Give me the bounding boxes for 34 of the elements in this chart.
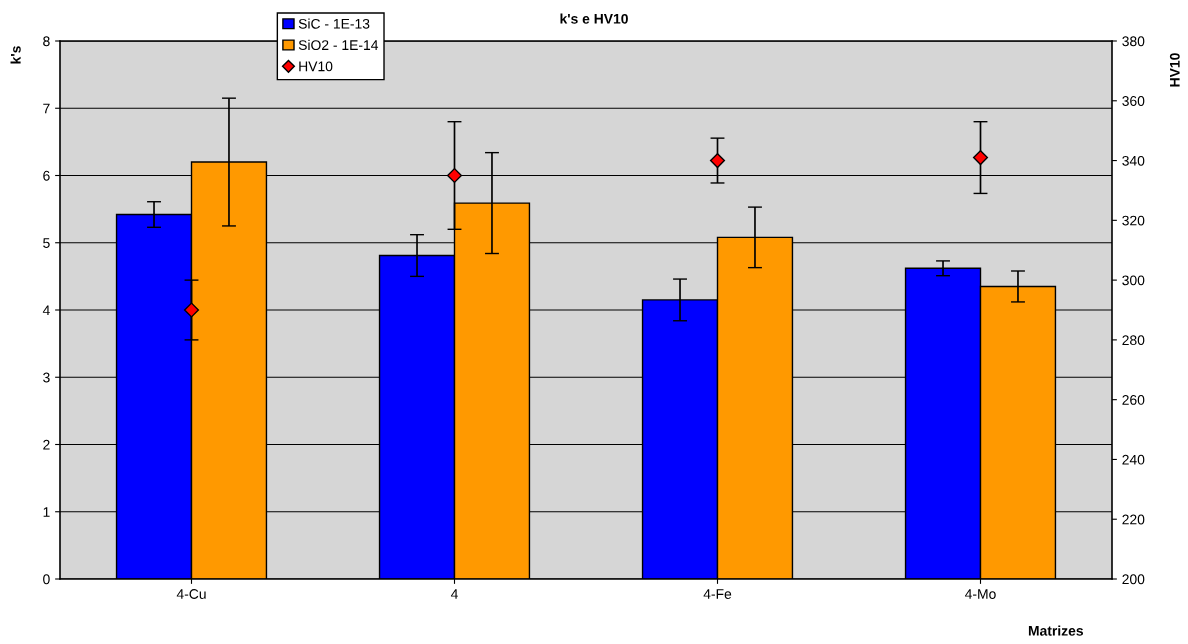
x-tick-label: 4-Fe [703,589,732,599]
x-axis-title: Matrizes [1028,625,1084,636]
y-tick-label: 4 [42,305,50,316]
point [446,167,463,184]
y-tick-label: 5 [43,238,50,248]
x-tick-label: 4-Mo [965,589,996,599]
point [972,149,989,166]
y-tick-label: 0 [43,574,50,585]
y2-tick-label: 340 [1122,155,1145,166]
y-axis-title: k's [10,46,21,64]
y-tick-label: 6 [43,170,50,181]
y2-tick-label: 360 [1122,96,1145,106]
y2-tick-label: 280 [1122,335,1145,346]
y2-tick-label: 260 [1122,395,1145,405]
y-tick-label: 7 [43,103,50,114]
legend-label: HV10 [299,61,333,72]
x-tick-label: 4 [450,589,458,599]
y2-tick-label: 320 [1122,215,1145,226]
y2-tick-label: 200 [1122,574,1145,585]
point [709,152,726,169]
y2-tick-label: 220 [1122,514,1145,525]
y2-tick-label: 300 [1122,275,1145,286]
x-tick-label: 4-Cu [176,589,206,599]
legend-label: SiC - 1E-13 [298,18,370,29]
y2-tick-label: 380 [1122,36,1145,47]
y2-tick-label: 240 [1122,454,1145,465]
point [183,302,200,318]
y2-axis-title: HV10 [1169,53,1180,87]
legend-label: SiO2 - 1E-14 [298,39,379,51]
y-tick-label: 2 [43,439,50,450]
y-tick-label: 1 [43,507,50,517]
chart-title: k's e HV10 [560,13,628,24]
y-tick-label: 3 [43,372,50,383]
y-tick-label: 8 [43,36,50,47]
